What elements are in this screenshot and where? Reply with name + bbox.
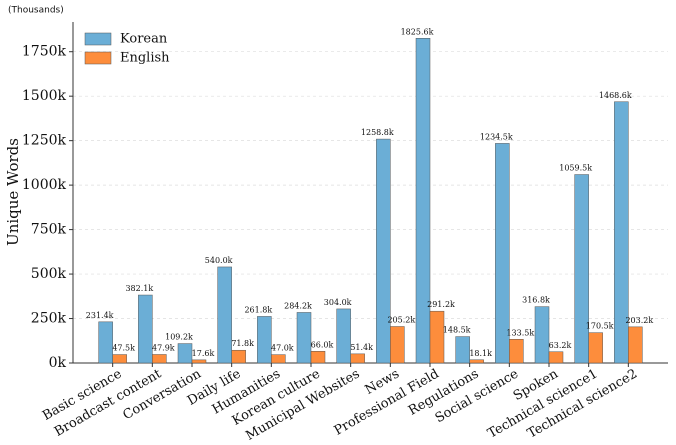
bar	[152, 354, 167, 364]
y-tick-label: 1250k	[22, 133, 67, 149]
value-label: 203.2k	[625, 316, 653, 325]
value-label: 382.1k	[125, 284, 153, 293]
value-label: 291.2k	[427, 300, 455, 309]
value-label: 205.2k	[387, 315, 415, 324]
bar	[191, 359, 207, 364]
bar	[455, 336, 470, 364]
legend-swatch	[84, 32, 112, 46]
value-label: 47.5k	[112, 344, 135, 353]
bar	[177, 343, 193, 364]
bar	[534, 306, 550, 364]
bar	[588, 332, 603, 364]
value-label: 1468.6k	[599, 91, 632, 100]
bar	[614, 101, 629, 364]
value-label: 284.2k	[284, 301, 312, 310]
unit-note: (Thousands)	[8, 6, 64, 16]
value-label: 316.8k	[522, 296, 550, 305]
value-label: 304.0k	[324, 298, 352, 307]
legend-label: English	[120, 51, 170, 66]
bar	[376, 138, 391, 364]
bar	[257, 316, 272, 364]
bar	[429, 310, 445, 364]
bar	[509, 339, 524, 364]
bar	[628, 326, 643, 364]
value-label: 1258.8k	[361, 128, 394, 137]
value-label: 1825.6k	[401, 27, 434, 36]
value-label: 148.5k	[443, 326, 471, 335]
value-label: 17.6k	[192, 349, 215, 358]
value-label: 51.4k	[350, 343, 373, 352]
value-label: 1234.5k	[480, 132, 513, 141]
bar	[350, 353, 365, 364]
bar	[548, 351, 564, 364]
bar	[495, 143, 510, 364]
value-label: 63.2k	[549, 341, 572, 350]
bar	[138, 294, 153, 364]
bar	[217, 266, 232, 364]
y-tick-label: 0k	[49, 355, 67, 371]
legend-label: Korean	[120, 32, 168, 47]
y-tick-label: 1000k	[22, 177, 67, 193]
value-label: 47.9k	[152, 343, 175, 352]
bar	[271, 354, 286, 364]
bar	[390, 326, 405, 364]
bar	[469, 359, 484, 364]
bar	[112, 354, 127, 364]
bar	[296, 312, 312, 364]
value-label: 170.5k	[586, 322, 614, 331]
legend-swatch	[84, 51, 112, 65]
y-tick-label: 1500k	[22, 88, 67, 104]
bar	[231, 349, 246, 364]
value-label: 133.5k	[506, 328, 534, 337]
bar	[310, 351, 326, 364]
value-label: 47.0k	[271, 344, 294, 353]
y-tick-label: 500k	[31, 266, 67, 282]
bar	[98, 321, 113, 364]
y-tick-label: 1750k	[22, 44, 67, 60]
y-tick-label: 750k	[31, 222, 67, 238]
value-label: 66.0k	[311, 340, 334, 349]
bar	[415, 38, 431, 364]
value-label: 231.4k	[86, 311, 114, 320]
value-label: 261.8k	[244, 305, 272, 314]
value-label: 71.8k	[231, 339, 254, 348]
value-label: 1059.5k	[559, 164, 592, 173]
value-label: 18.1k	[469, 349, 492, 358]
bar	[574, 174, 589, 364]
value-label: 109.2k	[165, 333, 193, 342]
bar	[336, 308, 351, 364]
y-axis-label: Unique Words	[4, 138, 22, 246]
value-label: 540.0k	[205, 256, 233, 265]
y-tick-label: 250k	[31, 311, 67, 327]
